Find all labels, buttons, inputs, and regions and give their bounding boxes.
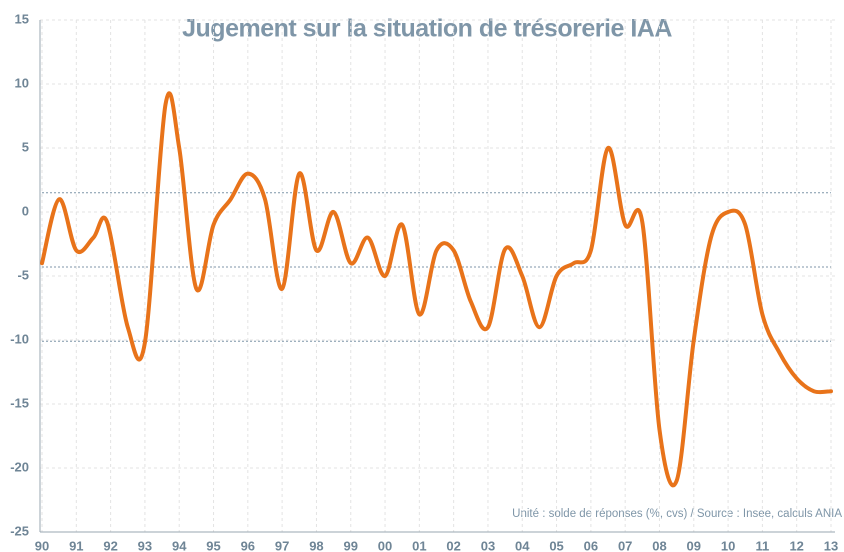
- x-tick-label: 13: [824, 538, 838, 552]
- x-tick-label: 01: [412, 538, 426, 552]
- y-tick-label: -25: [10, 523, 29, 538]
- x-tick-label: 06: [584, 538, 598, 552]
- x-tick-label: 99: [344, 538, 358, 552]
- x-tick-label: 05: [549, 538, 563, 552]
- x-tick-label: 92: [103, 538, 117, 552]
- chart-title: Jugement sur la situation de trésorerie …: [182, 15, 672, 43]
- x-tick-label: 11: [756, 538, 770, 552]
- x-tick-label: 90: [35, 538, 49, 552]
- x-tick-label: 02: [446, 538, 460, 552]
- x-tick-label: 08: [652, 538, 666, 552]
- y-tick-label: -5: [17, 267, 29, 282]
- x-tick-label: 09: [687, 538, 701, 552]
- x-tick-label: 97: [275, 538, 289, 552]
- y-tick-label: -20: [10, 459, 29, 474]
- x-tick-label: 94: [172, 538, 187, 552]
- y-tick-label: 15: [15, 11, 29, 26]
- source-note: Unité : solde de réponses (%, cvs) / Sou…: [512, 508, 842, 520]
- y-tick-label: 0: [22, 203, 29, 218]
- x-tick-label: 93: [138, 538, 152, 552]
- x-tick-label: 10: [721, 538, 735, 552]
- x-tick-label: 03: [481, 538, 495, 552]
- x-tick-label: 95: [206, 538, 220, 552]
- x-tick-label: 04: [515, 538, 530, 552]
- x-tick-label: 07: [618, 538, 632, 552]
- y-tick-label: 10: [15, 75, 29, 90]
- x-tick-label: 98: [309, 538, 323, 552]
- data-line: [40, 91, 833, 488]
- y-tick-label: -10: [10, 331, 29, 346]
- x-tick-label: 96: [241, 538, 255, 552]
- x-tick-label: 91: [69, 538, 83, 552]
- x-tick-label: 12: [789, 538, 803, 552]
- y-tick-label: -15: [10, 395, 29, 410]
- y-tick-label: 5: [22, 139, 29, 154]
- x-tick-label: 00: [378, 538, 392, 552]
